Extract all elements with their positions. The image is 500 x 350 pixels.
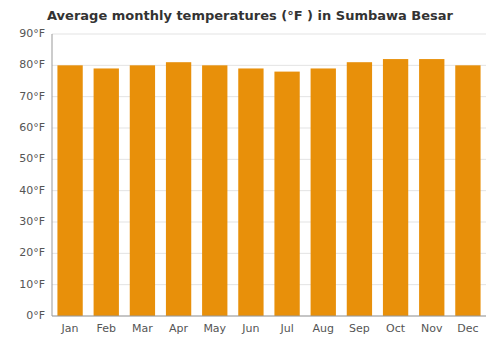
bar — [166, 62, 191, 316]
y-tick-label: 30°F — [19, 215, 45, 228]
x-axis-line — [52, 316, 486, 317]
bar — [130, 65, 155, 316]
y-tick-label: 40°F — [19, 184, 45, 197]
bars — [57, 59, 480, 316]
bar — [455, 65, 480, 316]
y-tick-label: 80°F — [19, 58, 45, 71]
x-axis: Jan Feb Mar Apr May Jun Jul Aug Sep Oct Nov Dec — [61, 322, 479, 335]
bar — [311, 68, 336, 316]
y-tick-label: 20°F — [19, 246, 45, 259]
bar — [57, 65, 82, 316]
y-axis: 0°F 10°F 20°F 30°F 40°F 50°F 60°F 70°F 80°F 90°F — [19, 27, 45, 322]
chart: 0°F 10°F 20°F 30°F 40°F 50°F 60°F 70°F 80°F 90°F J… — [0, 0, 500, 350]
grid-line — [52, 34, 486, 35]
chart-container: 0°F 10°F 20°F 30°F 40°F 50°F 60°F 70°F 80°F 90°F J… — [0, 0, 500, 350]
bar — [202, 65, 227, 316]
y-axis-line — [52, 34, 53, 316]
y-tick-label: 60°F — [19, 121, 45, 134]
x-tick-label: Jul — [279, 322, 293, 335]
bar — [238, 68, 263, 316]
x-tick-label: Jun — [241, 322, 259, 335]
bar — [94, 68, 119, 316]
bar — [347, 62, 372, 316]
bar — [274, 72, 299, 316]
y-tick-label: 50°F — [19, 152, 45, 165]
grid — [52, 34, 486, 316]
y-tick-label: 90°F — [19, 27, 45, 40]
x-tick-label: Mar — [132, 322, 153, 335]
grid-line — [52, 316, 486, 317]
x-tick-label: Apr — [169, 322, 189, 335]
x-tick-label: Oct — [386, 322, 406, 335]
title: Average monthly temperatures (°F ) in Su… — [47, 8, 454, 23]
y-tick-label: 70°F — [19, 90, 45, 103]
y-tick-label: 0°F — [26, 309, 45, 322]
x-tick-label: Feb — [97, 322, 116, 335]
x-tick-label: May — [203, 322, 226, 335]
x-tick-label: Jan — [61, 322, 79, 335]
bar — [383, 59, 408, 316]
y-tick-label: 10°F — [19, 278, 45, 291]
x-tick-label: Nov — [421, 322, 443, 335]
x-tick-label: Aug — [313, 322, 334, 335]
x-tick-label: Dec — [457, 322, 478, 335]
bar — [419, 59, 444, 316]
x-tick-label: Sep — [349, 322, 370, 335]
